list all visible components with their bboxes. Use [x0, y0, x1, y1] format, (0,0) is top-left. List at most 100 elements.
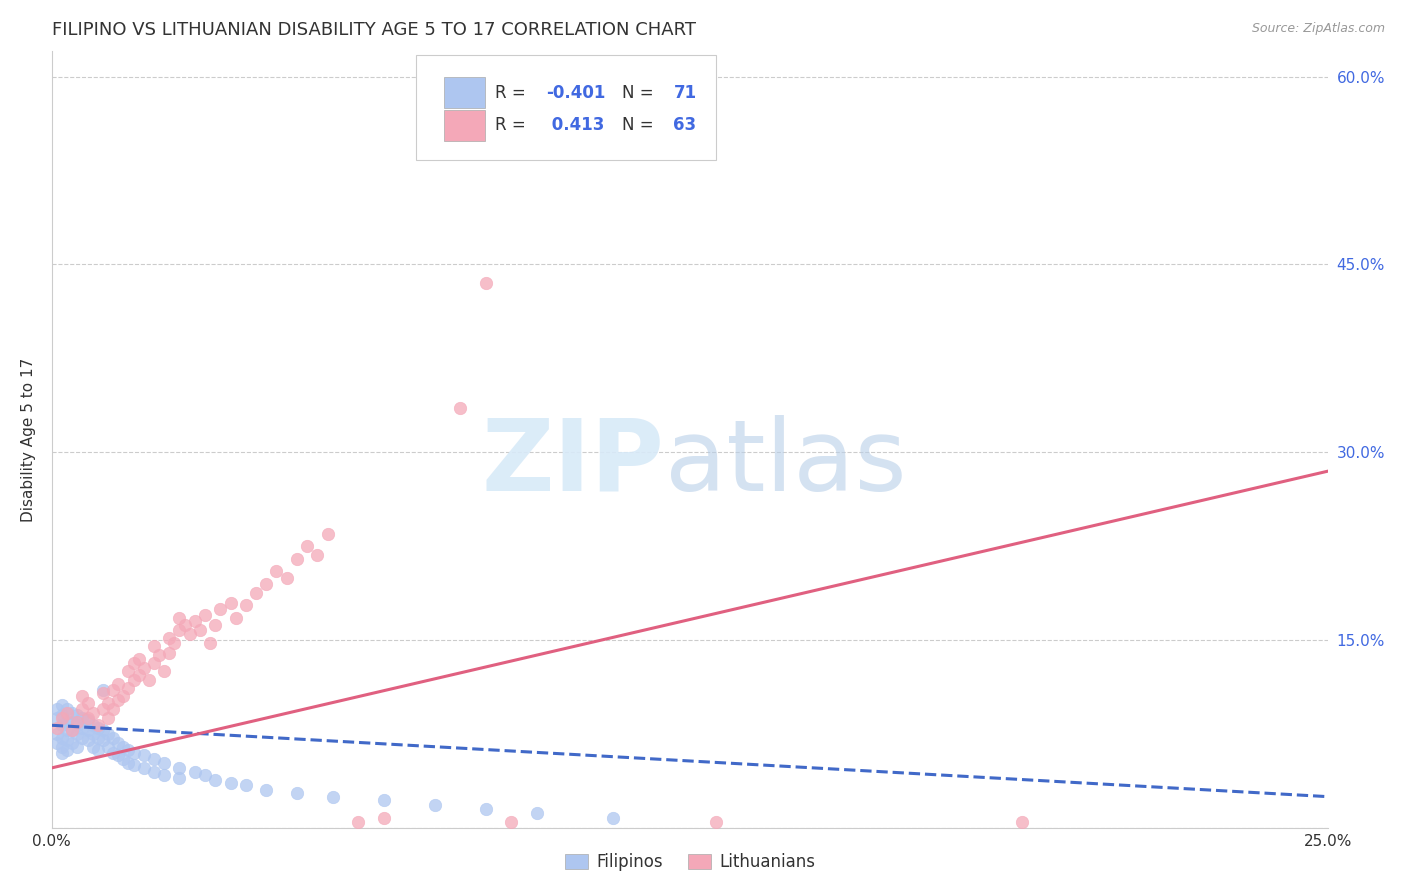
Point [66, 718, 89, 732]
Point [45, 702, 67, 716]
Point [194, 608, 217, 623]
Point [132, 761, 155, 775]
Point [373, 811, 395, 825]
Point [45, 736, 67, 750]
Text: ZIP: ZIP [482, 415, 665, 511]
Point [56, 706, 79, 720]
Point [60, 723, 83, 738]
Point [60, 736, 83, 750]
Text: R =: R = [495, 84, 530, 102]
Point [128, 652, 150, 666]
Legend: Filipinos, Lithuanians: Filipinos, Lithuanians [558, 847, 823, 878]
Point [72, 690, 94, 704]
Point [76, 711, 98, 725]
Point [82, 718, 104, 732]
Point [235, 778, 257, 792]
Point [373, 793, 395, 807]
Point [66, 708, 89, 723]
Point [122, 758, 145, 772]
Point [142, 656, 165, 670]
Point [526, 805, 548, 820]
Point [87, 743, 110, 757]
Point [45, 711, 67, 725]
Point [117, 743, 139, 757]
Point [194, 768, 217, 782]
Point [704, 814, 727, 829]
Point [101, 702, 124, 716]
Point [153, 665, 176, 679]
Point [107, 736, 129, 750]
Point [117, 756, 139, 770]
Point [72, 702, 94, 716]
Point [184, 764, 207, 779]
Point [56, 723, 79, 738]
Point [51, 718, 73, 732]
Point [45, 721, 67, 735]
Point [51, 739, 73, 754]
Text: 71: 71 [673, 84, 696, 102]
Text: FILIPINO VS LITHUANIAN DISABILITY AGE 5 TO 17 CORRELATION CHART: FILIPINO VS LITHUANIAN DISABILITY AGE 5 … [52, 21, 696, 39]
Point [142, 640, 165, 654]
Point [51, 746, 73, 760]
Point [112, 690, 135, 704]
Point [157, 631, 180, 645]
Text: atlas: atlas [665, 415, 905, 511]
Point [316, 526, 339, 541]
Point [112, 739, 135, 754]
Point [204, 773, 226, 788]
Point [225, 610, 247, 624]
Point [169, 761, 191, 775]
Point [97, 711, 120, 725]
Point [219, 596, 242, 610]
Point [117, 665, 139, 679]
Point [87, 721, 110, 735]
Point [501, 814, 523, 829]
Point [82, 727, 104, 741]
Point [72, 711, 94, 725]
Point [142, 764, 165, 779]
Point [72, 721, 94, 735]
FancyBboxPatch shape [444, 77, 485, 108]
Point [87, 731, 110, 745]
Point [235, 598, 257, 612]
Point [66, 727, 89, 741]
Text: Source: ZipAtlas.com: Source: ZipAtlas.com [1251, 22, 1385, 36]
Point [82, 706, 104, 720]
Point [97, 696, 120, 710]
Text: R =: R = [495, 116, 536, 135]
Point [153, 756, 176, 770]
Point [45, 727, 67, 741]
Point [107, 748, 129, 763]
Point [51, 711, 73, 725]
Point [82, 739, 104, 754]
Point [56, 714, 79, 729]
Point [347, 814, 370, 829]
Point [179, 627, 201, 641]
Point [285, 551, 308, 566]
Point [285, 786, 308, 800]
Point [551, 101, 574, 115]
Point [107, 677, 129, 691]
Y-axis label: Disability Age 5 to 17: Disability Age 5 to 17 [21, 358, 35, 522]
Point [169, 610, 191, 624]
Point [322, 789, 344, 804]
Text: 63: 63 [673, 116, 696, 135]
Point [91, 723, 114, 738]
Text: -0.401: -0.401 [546, 84, 605, 102]
Point [60, 714, 83, 729]
Point [56, 733, 79, 747]
Point [101, 746, 124, 760]
FancyBboxPatch shape [444, 110, 485, 141]
Text: N =: N = [623, 116, 659, 135]
Point [76, 713, 98, 727]
Point [51, 731, 73, 745]
Point [602, 811, 624, 825]
Point [254, 783, 277, 797]
Point [122, 746, 145, 760]
Point [91, 733, 114, 747]
Point [97, 727, 120, 741]
Point [56, 743, 79, 757]
Point [51, 698, 73, 713]
Point [295, 539, 318, 553]
Point [157, 646, 180, 660]
